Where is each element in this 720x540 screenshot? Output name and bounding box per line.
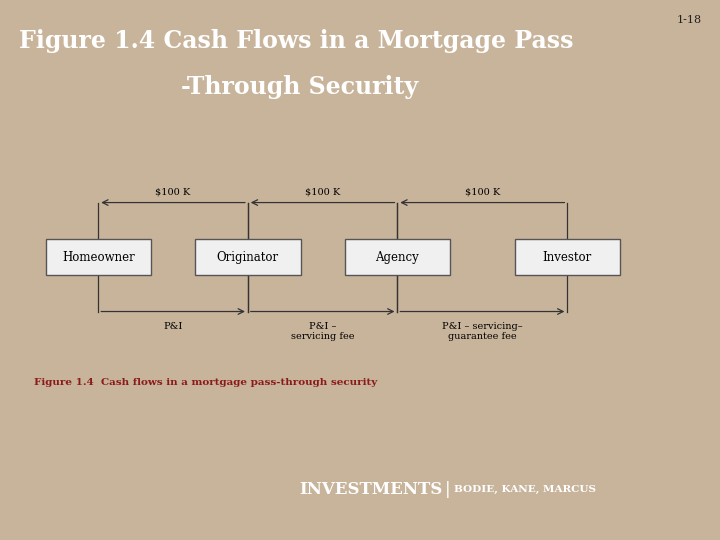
Text: -Through Security: -Through Security xyxy=(181,75,418,99)
Text: Originator: Originator xyxy=(217,251,279,264)
Text: $100 K: $100 K xyxy=(464,187,500,196)
Text: Homeowner: Homeowner xyxy=(62,251,135,264)
FancyBboxPatch shape xyxy=(515,239,620,275)
Text: Figure 1.4 Cash Flows in a Mortgage Pass: Figure 1.4 Cash Flows in a Mortgage Pass xyxy=(19,29,574,53)
Text: $100 K: $100 K xyxy=(156,187,191,196)
FancyBboxPatch shape xyxy=(45,239,151,275)
Text: P&I: P&I xyxy=(163,322,183,331)
Text: Investor: Investor xyxy=(543,251,592,264)
Text: BODIE, KANE, MARCUS: BODIE, KANE, MARCUS xyxy=(454,485,595,494)
Text: P&I – servicing–
guarantee fee: P&I – servicing– guarantee fee xyxy=(442,322,523,341)
Text: Figure 1.4  Cash flows in a mortgage pass-through security: Figure 1.4 Cash flows in a mortgage pass… xyxy=(34,377,377,387)
FancyBboxPatch shape xyxy=(345,239,450,275)
Text: Agency: Agency xyxy=(376,251,419,264)
FancyBboxPatch shape xyxy=(195,239,300,275)
Text: 1-18: 1-18 xyxy=(677,15,702,25)
Text: INVESTMENTS: INVESTMENTS xyxy=(300,481,443,498)
Text: P&I –
servicing fee: P&I – servicing fee xyxy=(291,322,354,341)
Text: $100 K: $100 K xyxy=(305,187,341,196)
Text: |: | xyxy=(445,481,451,498)
